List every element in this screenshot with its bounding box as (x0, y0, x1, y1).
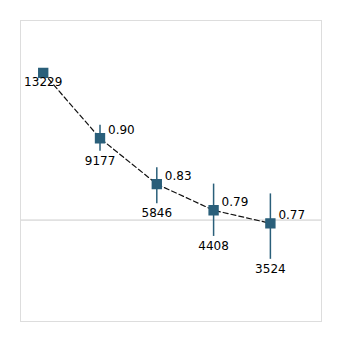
svg-text:0.79: 0.79 (222, 195, 249, 209)
svg-text:0.90: 0.90 (108, 123, 135, 137)
svg-text:13229: 13229 (24, 75, 62, 89)
svg-text:0.77: 0.77 (278, 208, 305, 222)
svg-text:9177: 9177 (85, 154, 116, 168)
svg-text:5846: 5846 (142, 206, 173, 220)
svg-text:3524: 3524 (255, 262, 286, 276)
svg-text:4408: 4408 (198, 239, 229, 253)
svg-text:0.83: 0.83 (165, 169, 192, 183)
